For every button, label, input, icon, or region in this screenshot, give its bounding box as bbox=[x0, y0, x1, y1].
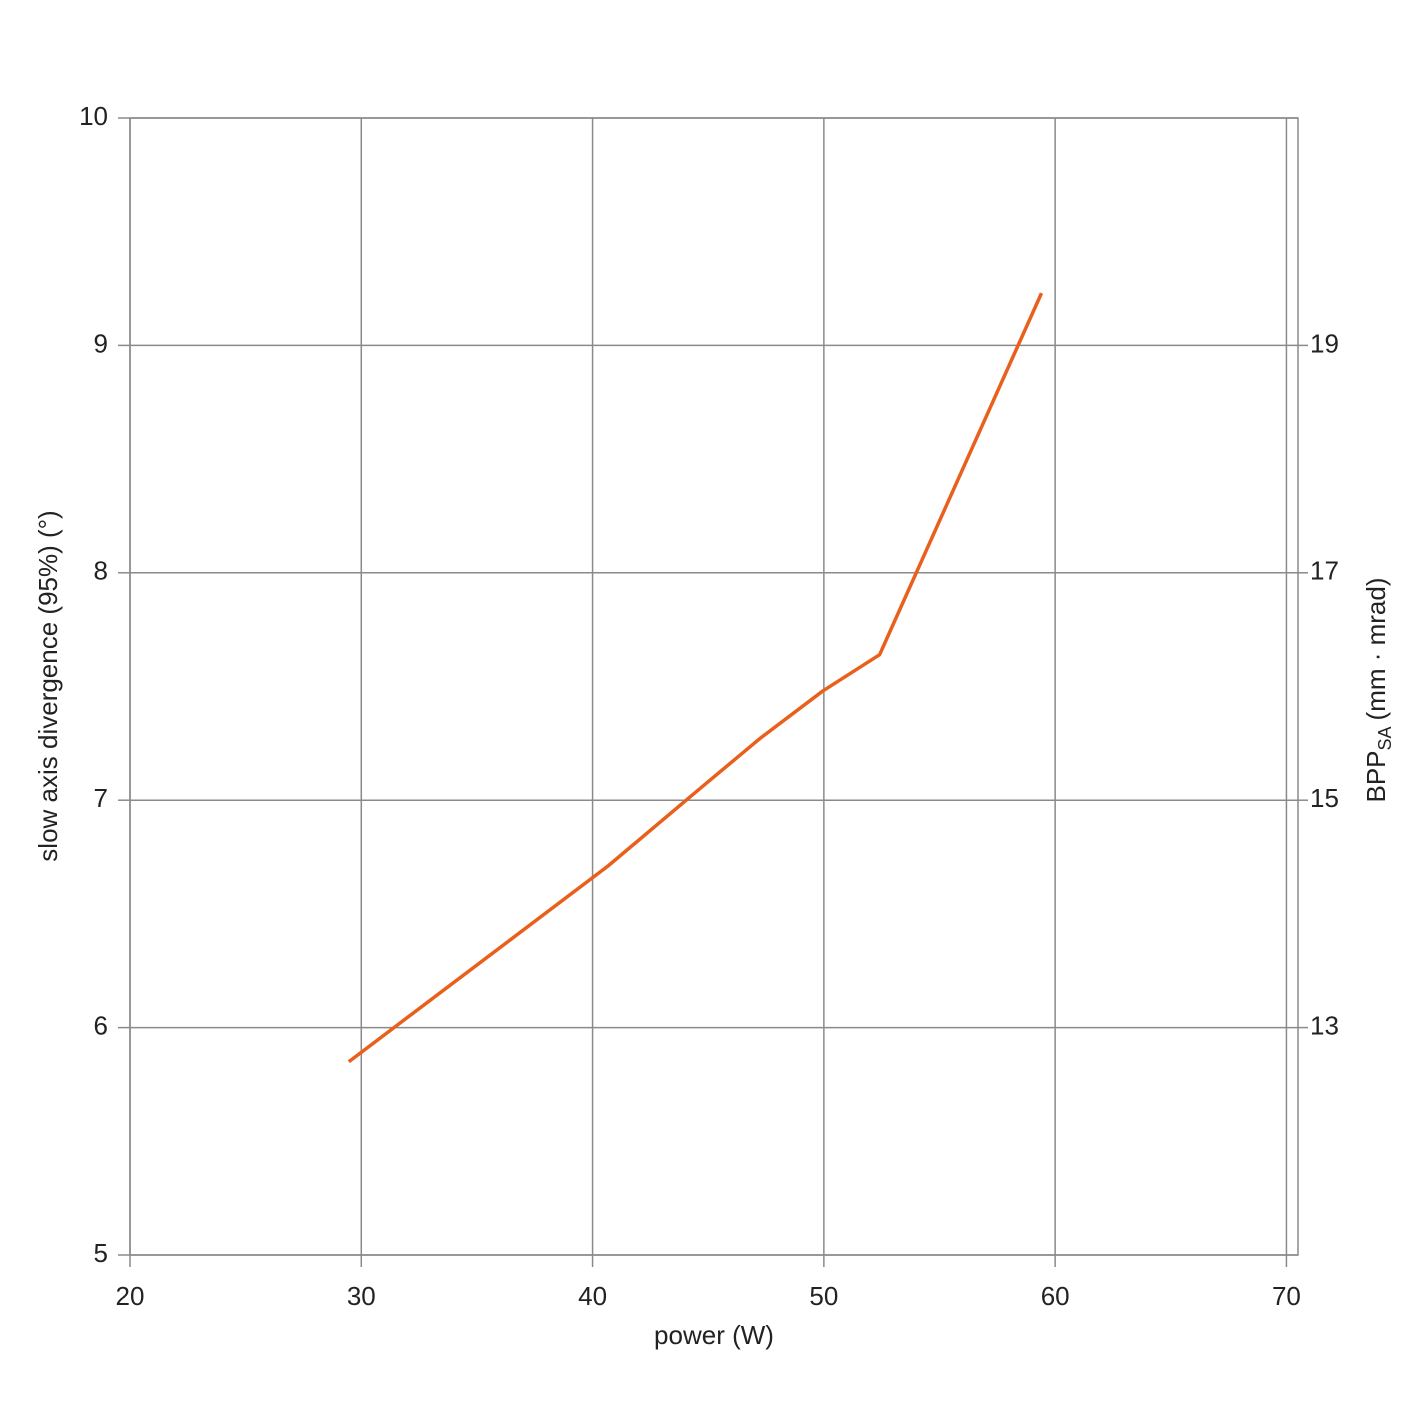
x-tick-label: 20 bbox=[116, 1281, 145, 1311]
y-tick-label: 10 bbox=[79, 101, 108, 131]
x-tick-label: 50 bbox=[809, 1281, 838, 1311]
data-line bbox=[347, 292, 1044, 1064]
y2-tick-label: 15 bbox=[1310, 783, 1339, 813]
y2-axis-label: BPPSA (mm · mrad) bbox=[1361, 577, 1395, 802]
y2-tick-label: 13 bbox=[1310, 1010, 1339, 1040]
y2-tick-label: 17 bbox=[1310, 556, 1339, 586]
y-axis-label: slow axis divergence (95%) (°) bbox=[33, 510, 63, 861]
y2-label-sub: SA bbox=[1375, 726, 1395, 750]
y-tick-label: 8 bbox=[94, 556, 108, 586]
y-tick-label: 7 bbox=[94, 783, 108, 813]
y2-label-unit: (mm · mrad) bbox=[1361, 577, 1391, 720]
y-tick-label: 6 bbox=[94, 1010, 108, 1040]
x-tick-label: 40 bbox=[578, 1281, 607, 1311]
y2-tick-label: 19 bbox=[1310, 328, 1339, 358]
x-tick-label: 70 bbox=[1272, 1281, 1301, 1311]
y-tick-label: 5 bbox=[94, 1238, 108, 1268]
x-tick-label: 30 bbox=[347, 1281, 376, 1311]
x-axis-label: power (W) bbox=[654, 1320, 774, 1350]
x-tick-label: 60 bbox=[1041, 1281, 1070, 1311]
plot-frame bbox=[129, 117, 1299, 1256]
y-tick-label: 9 bbox=[94, 328, 108, 358]
y2-label-main: BPP bbox=[1361, 750, 1391, 802]
